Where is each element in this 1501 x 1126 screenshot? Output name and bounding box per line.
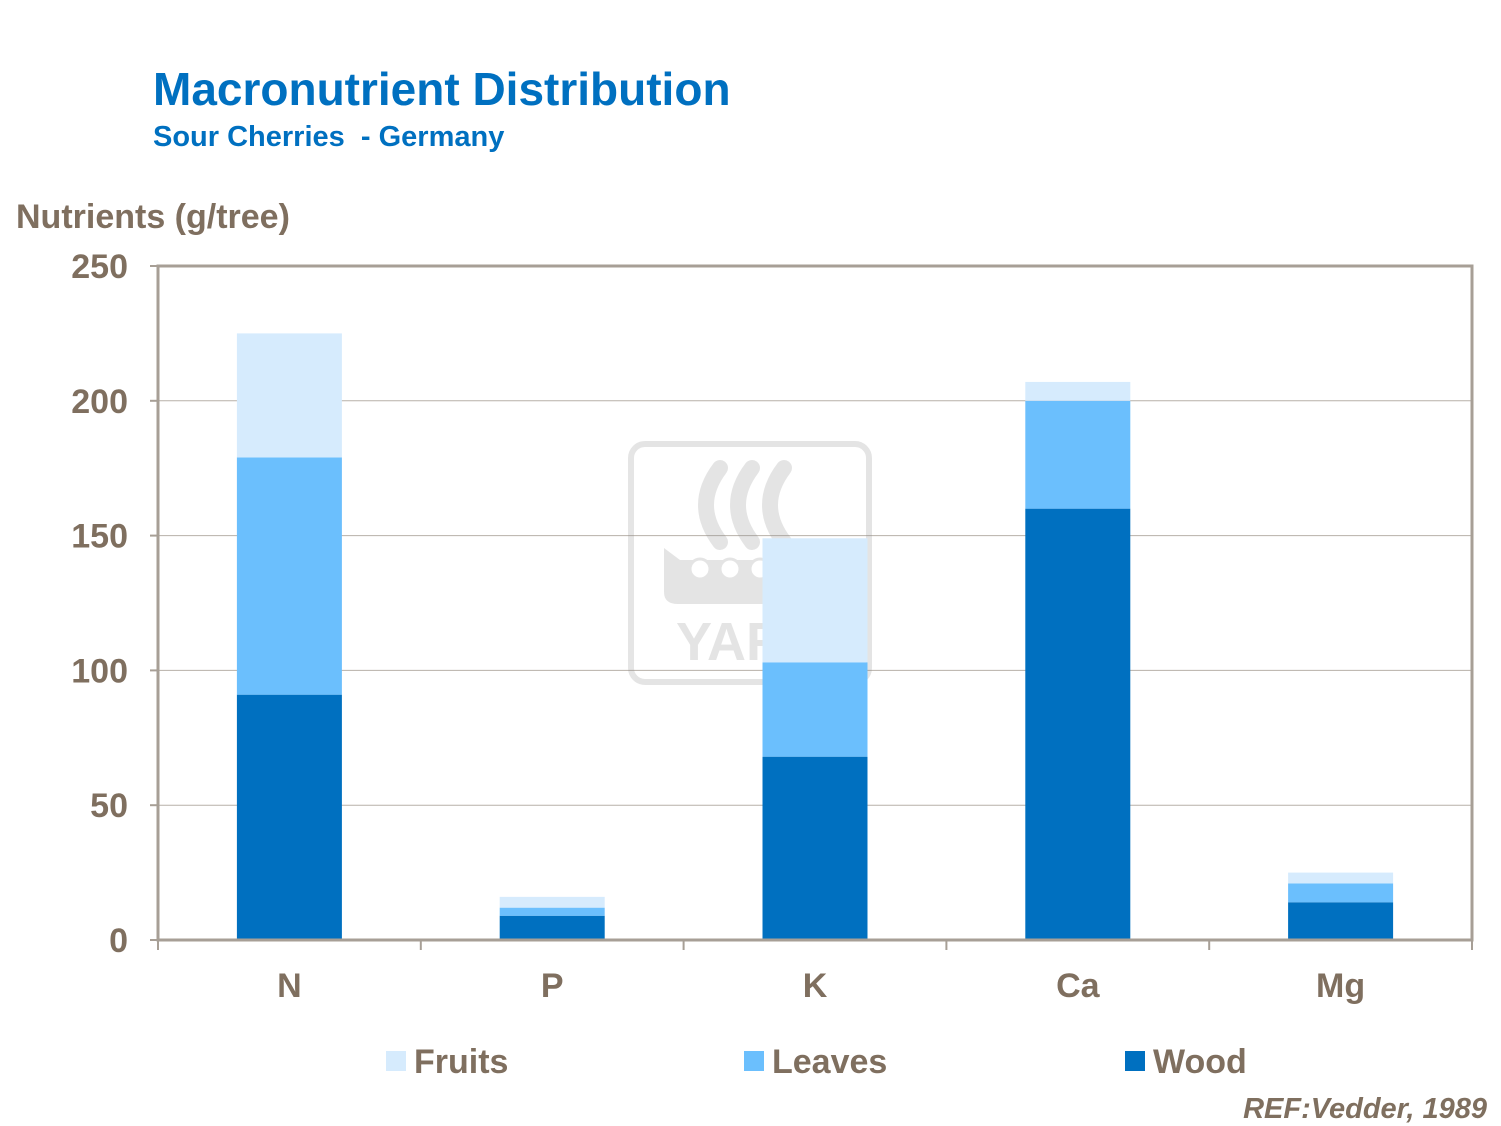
bar-fruits-ca <box>1025 381 1131 401</box>
watermark-sail <box>762 460 792 550</box>
legend-swatch-wood <box>1125 1051 1145 1071</box>
bar-fruits-mg <box>1288 872 1394 884</box>
bar-wood-ca <box>1025 508 1131 940</box>
bar-fruits-n <box>236 333 342 458</box>
bar-leaves-ca <box>1025 400 1131 509</box>
watermark-sail <box>730 460 760 550</box>
bar-wood-p <box>499 915 605 940</box>
legend-label-leaves: Leaves <box>772 1043 887 1081</box>
bar-fruits-k <box>762 538 868 663</box>
bar-wood-n <box>236 694 342 940</box>
chart-title: Macronutrient Distribution <box>153 63 731 115</box>
x-tick-label: Ca <box>1056 967 1101 1005</box>
legend-label-wood: Wood <box>1153 1043 1247 1081</box>
x-tick-label: N <box>277 967 302 1005</box>
y-tick-label: 250 <box>71 248 128 286</box>
bar-leaves-n <box>236 457 342 695</box>
legend-label-fruits: Fruits <box>414 1043 508 1081</box>
bar-wood-mg <box>1288 902 1394 940</box>
bar-leaves-p <box>499 907 605 916</box>
bar-leaves-k <box>762 662 868 757</box>
watermark-shield <box>688 557 712 581</box>
bar-wood-k <box>762 756 868 940</box>
reference-note: REF:Vedder, 1989 <box>1243 1093 1487 1125</box>
legend-swatch-leaves <box>744 1051 764 1071</box>
y-tick-label: 50 <box>90 787 128 825</box>
y-tick-label: 100 <box>71 652 128 690</box>
watermark-shield <box>718 557 742 581</box>
x-tick-label: K <box>803 967 828 1005</box>
bar-fruits-p <box>499 896 605 908</box>
y-tick-label: 150 <box>71 518 128 556</box>
x-tick-label: Mg <box>1316 967 1365 1005</box>
plot-frame <box>156 264 1474 942</box>
chart-subtitle: Sour Cherries - Germany <box>153 121 505 153</box>
bar-leaves-mg <box>1288 883 1394 903</box>
legend-swatch-fruits <box>386 1051 406 1071</box>
watermark-sail <box>698 460 728 550</box>
y-tick-label: 0 <box>109 922 128 960</box>
watermark-frame <box>628 441 872 685</box>
y-axis-label: Nutrients (g/tree) <box>16 198 290 236</box>
y-tick-label: 200 <box>71 383 128 421</box>
x-tick-label: P <box>541 967 564 1005</box>
